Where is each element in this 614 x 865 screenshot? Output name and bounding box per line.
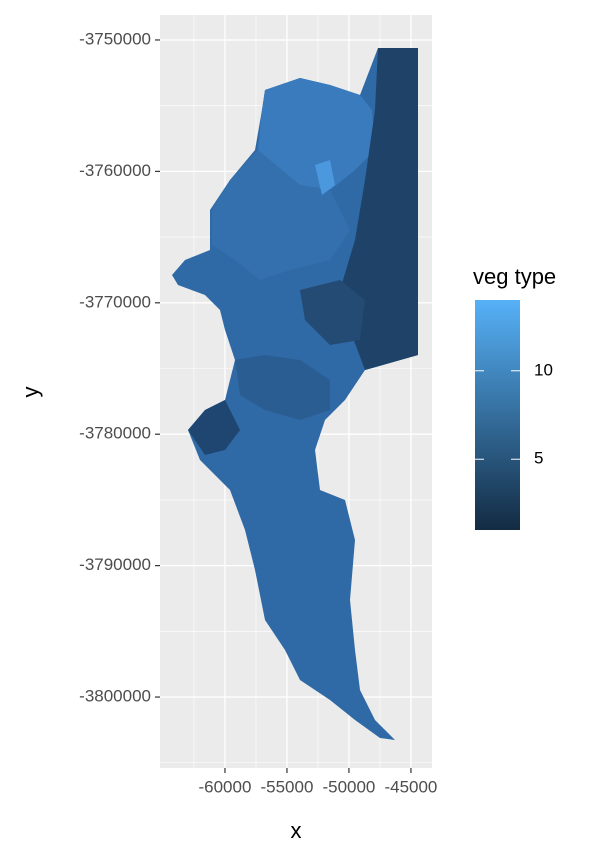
x-tick-label: -55000	[260, 777, 313, 796]
x-axis-title: x	[291, 818, 302, 843]
x-tick-label: -50000	[322, 777, 375, 796]
colorbar-label: 10	[534, 360, 553, 379]
y-tick-label: -3770000	[79, 292, 151, 311]
y-tick-label: -3790000	[79, 555, 151, 574]
colorbar	[475, 300, 520, 530]
axes: -60000 -55000 -50000 -45000 -3750000 -3760000…	[79, 29, 437, 796]
x-tick-label: -45000	[384, 777, 437, 796]
region	[300, 280, 365, 345]
colorbar-label: 5	[534, 449, 543, 468]
x-tick-label: -60000	[198, 777, 251, 796]
region	[340, 48, 418, 370]
y-tick-label: -3750000	[79, 29, 151, 48]
y-tick-label: -3800000	[79, 687, 151, 706]
region	[188, 400, 240, 455]
legend-title: veg type	[473, 264, 556, 289]
region	[315, 160, 335, 195]
y-tick-label: -3760000	[79, 161, 151, 180]
map	[172, 48, 418, 740]
region	[258, 78, 375, 190]
y-tick-label: -3780000	[79, 424, 151, 443]
region	[235, 355, 330, 420]
y-axis-title: y	[18, 387, 43, 398]
region	[212, 150, 350, 280]
